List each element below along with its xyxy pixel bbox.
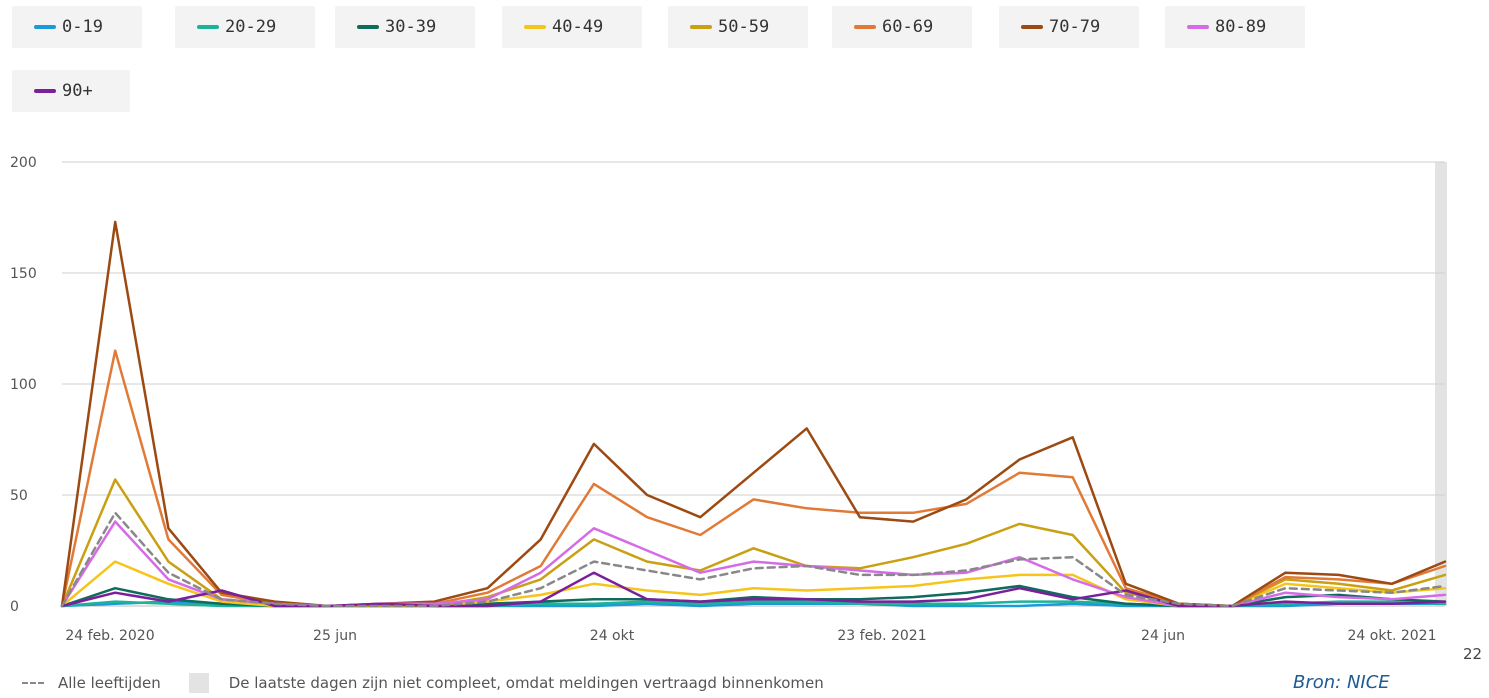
legend-label: 0-19 — [62, 17, 103, 37]
legend-label: 30-39 — [385, 17, 437, 37]
y-tick-label: 50 — [10, 488, 28, 504]
x-tick-label: 24 okt — [590, 628, 635, 644]
legend-swatch-icon — [524, 25, 546, 29]
page-number: 22 — [1463, 645, 1483, 663]
y-tick-label: 150 — [10, 266, 37, 282]
line-chart: 0 50 100 150 200 24 feb. 2020 25 jun 24 okt 23 f… — [10, 155, 1447, 644]
y-tick-label: 200 — [10, 155, 37, 171]
legend-item-20-29[interactable]: 20-29 — [175, 6, 315, 48]
y-tick-label: 0 — [10, 599, 19, 615]
legend-swatch-icon — [357, 25, 379, 29]
legend-label: 60-69 — [882, 17, 934, 37]
legend-swatch-icon — [34, 25, 56, 29]
legend-label: 20-29 — [225, 17, 277, 37]
legend-item-0-19[interactable]: 0-19 — [12, 6, 142, 48]
incomplete-note: De laatste dagen zijn niet compleet, omd… — [228, 674, 824, 692]
legend-label: 70-79 — [1049, 17, 1101, 37]
x-tick-label: 25 jun — [313, 628, 357, 644]
legend-label: 80-89 — [1215, 17, 1267, 37]
chart-footer: Alle leeftijden De laatste dagen zijn ni… — [22, 670, 824, 696]
x-tick-label: 24 okt. 2021 — [1348, 628, 1437, 644]
series-line-60-69 — [60, 349, 1447, 608]
series-line-alle-leeftijden — [60, 511, 1447, 608]
y-tick-label: 100 — [10, 377, 37, 393]
legend-item-80-89[interactable]: 80-89 — [1165, 6, 1305, 48]
legend-label: 40-49 — [552, 17, 604, 37]
legend-item-40-49[interactable]: 40-49 — [502, 6, 642, 48]
x-tick-label: 24 feb. 2020 — [65, 628, 154, 644]
legend-label: 90+ — [62, 81, 93, 101]
legend-item-30-39[interactable]: 30-39 — [335, 6, 475, 48]
legend-swatch-icon — [690, 25, 712, 29]
all-ages-dash-icon — [22, 682, 44, 684]
source-label: Bron: NICE — [1293, 672, 1390, 693]
legend-item-50-59[interactable]: 50-59 — [668, 6, 808, 48]
all-ages-label: Alle leeftijden — [58, 674, 161, 692]
x-tick-label: 24 jun — [1141, 628, 1185, 644]
series-line-80-89 — [60, 520, 1447, 608]
legend-item-90+[interactable]: 90+ — [12, 70, 130, 112]
x-tick-label: 23 feb. 2021 — [837, 628, 926, 644]
legend-item-70-79[interactable]: 70-79 — [999, 6, 1139, 48]
incomplete-period-swatch — [188, 673, 209, 693]
legend-label: 50-59 — [718, 17, 770, 37]
legend-swatch-icon — [1021, 25, 1043, 29]
legend-swatch-icon — [1187, 25, 1209, 29]
legend-swatch-icon — [34, 89, 56, 93]
legend-item-60-69[interactable]: 60-69 — [832, 6, 972, 48]
legend-swatch-icon — [197, 25, 219, 29]
legend-swatch-icon — [854, 25, 876, 29]
